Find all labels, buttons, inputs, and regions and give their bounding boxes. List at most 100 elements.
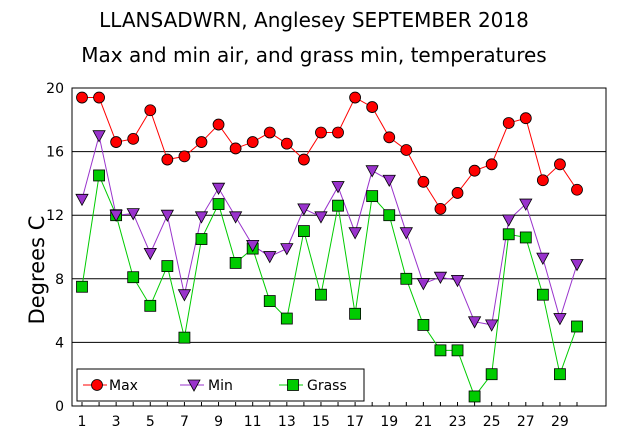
x-tick-label: 13: [278, 414, 296, 430]
data-point-max: [554, 158, 566, 171]
x-tick-label: 21: [414, 414, 432, 430]
data-point-grass: [366, 190, 379, 203]
y-tick-label: 16: [46, 145, 64, 161]
series-line-min: [81, 135, 578, 326]
data-point-grass: [349, 307, 362, 320]
data-point-min: [228, 211, 243, 224]
data-point-max: [161, 153, 174, 166]
data-point-max: [502, 117, 515, 129]
data-point-grass: [144, 299, 157, 312]
data-point-max: [212, 118, 225, 131]
data-point-grass: [417, 319, 430, 331]
data-point-min: [382, 174, 396, 188]
y-tick-label: 8: [55, 272, 64, 288]
data-point-grass: [297, 225, 310, 238]
x-axis-ticks: 1 3 5 7 9 11 13 15 17 19 21 23 25 27 29: [78, 402, 578, 430]
legend-marker-max: [91, 379, 103, 391]
data-point-grass: [383, 209, 396, 222]
x-tick-label: 9: [214, 414, 223, 430]
data-point-min: [126, 208, 140, 221]
data-point-grass: [451, 344, 464, 357]
data-point-min: [502, 214, 516, 227]
legend-marker-min: [187, 379, 201, 392]
x-tick-label: 11: [244, 414, 262, 430]
data-point-grass: [485, 368, 498, 381]
data-point-grass: [519, 231, 532, 244]
data-point-grass: [468, 390, 481, 403]
grid-lines: [72, 151, 606, 343]
data-point-max: [178, 150, 191, 163]
data-point-max: [434, 202, 447, 215]
data-point-max: [229, 142, 242, 155]
legend-box: [76, 368, 365, 402]
data-point-min: [263, 251, 277, 264]
data-point-max: [468, 164, 481, 177]
data-point-min: [519, 198, 533, 211]
data-point-min: [416, 278, 431, 291]
chart-subtitle: Max and min air, and grass min, temperat…: [81, 43, 547, 67]
data-point-max: [280, 137, 293, 150]
y-tick-label: 4: [55, 335, 64, 351]
data-point-min: [194, 211, 209, 224]
data-point-min: [211, 182, 226, 196]
data-point-grass: [536, 288, 549, 301]
data-point-grass: [229, 256, 242, 269]
x-tick-label: 27: [517, 414, 535, 430]
y-axis-ticks: 0 4 8 12 16 20: [46, 81, 64, 415]
data-point-max: [144, 104, 157, 117]
data-point-grass: [161, 260, 174, 272]
x-tick-label: 23: [449, 414, 467, 430]
y-tick-label: 0: [55, 399, 64, 415]
data-point-max: [451, 187, 464, 199]
data-point-min: [177, 289, 192, 302]
data-point-max: [536, 174, 549, 187]
x-tick-label: 29: [551, 414, 569, 430]
data-point-min: [92, 130, 106, 143]
x-tick-label: 7: [180, 414, 189, 430]
data-point-min: [484, 319, 499, 332]
data-point-min: [365, 165, 379, 178]
data-point-grass: [93, 169, 105, 182]
data-point-min: [75, 193, 89, 207]
data-point-grass: [76, 280, 88, 293]
data-point-max: [349, 91, 362, 104]
data-point-grass: [263, 295, 276, 307]
data-point-grass: [212, 198, 225, 210]
data-point-grass: [502, 228, 515, 241]
data-point-grass: [315, 288, 327, 301]
data-point-min: [570, 259, 584, 272]
x-tick-label: 1: [78, 414, 87, 430]
series-line-max: [82, 96, 578, 210]
data-point-min: [143, 247, 157, 261]
data-point-min: [399, 227, 413, 240]
data-point-min: [297, 203, 311, 216]
data-point-max: [76, 91, 88, 104]
data-point-min: [467, 316, 482, 329]
data-point-grass: [434, 344, 447, 357]
data-point-grass: [195, 233, 208, 245]
data-point-min: [160, 209, 175, 223]
data-point-grass: [571, 320, 583, 333]
x-tick-label: 5: [146, 414, 155, 430]
legend-label-grass: Grass: [307, 378, 347, 394]
data-point-min: [536, 252, 550, 265]
legend-label-min: Min: [208, 378, 233, 394]
data-point-max: [332, 126, 344, 139]
y-axis-label: Degrees C: [25, 216, 49, 325]
data-point-max: [417, 175, 430, 188]
data-point-min: [433, 271, 448, 285]
data-point-min: [280, 243, 294, 256]
chart-title: LLANSADWRN, Anglesey SEPTEMBER 2018: [99, 8, 529, 32]
plot-frame: [71, 87, 607, 407]
data-point-min: [109, 209, 123, 223]
series-lines: [81, 96, 578, 398]
x-tick-label: 15: [312, 414, 330, 430]
data-point-grass: [332, 199, 344, 212]
data-point-min: [246, 240, 260, 253]
series-markers: [75, 91, 584, 403]
data-point-max: [383, 131, 396, 144]
legend: Max Min Grass: [76, 368, 365, 402]
data-point-max: [195, 136, 208, 148]
data-point-grass: [178, 331, 191, 344]
legend-marker-grass: [287, 379, 299, 391]
